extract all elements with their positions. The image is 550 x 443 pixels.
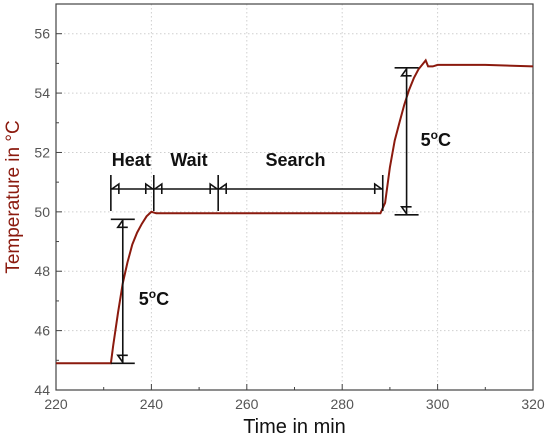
step-low-arrow-head-up [116, 219, 128, 229]
wait-phase-label: Wait [170, 150, 207, 170]
phase-arrow-head-left [218, 182, 227, 194]
x-tick-label: 280 [331, 396, 355, 412]
temperature-series-line [56, 58, 534, 365]
plot-frame [55, 3, 534, 391]
step-low-label: 5oC [139, 287, 169, 309]
phase-arrow-head-right [373, 182, 383, 194]
step-high-label: 5oC [421, 128, 451, 150]
y-tick-label: 48 [34, 263, 50, 279]
tick-labels: 220 240 260 280 300 320 44 46 48 50 52 54 56 [34, 26, 544, 412]
x-tick-label: 260 [235, 396, 259, 412]
step-high-arrow-head-up [400, 68, 412, 77]
y-tick-label: 50 [34, 204, 50, 220]
step-high-arrow-head-down [400, 206, 412, 215]
phase-arrow-head-right [144, 182, 154, 194]
x-tick-label: 300 [426, 396, 450, 412]
y-tick-label: 46 [34, 323, 50, 339]
step-high-unit: C [438, 130, 451, 150]
y-tick-label: 54 [34, 85, 50, 101]
y-tick-label: 44 [34, 382, 50, 398]
axis-ticks [55, 33, 534, 391]
x-axis-label: Time in min [243, 416, 346, 438]
phase-annotations [110, 67, 419, 365]
phase-arrow-head-left [111, 182, 120, 194]
search-phase-label: Search [265, 150, 325, 170]
step-low-degree: o [149, 287, 156, 301]
phase-arrow-head-left [154, 182, 163, 194]
step-high-degree: o [431, 128, 438, 142]
step-low-arrow-head-down [116, 354, 128, 363]
y-axis-label: Temperature in °C [3, 120, 24, 273]
x-tick-label: 220 [44, 396, 68, 412]
y-tick-label: 56 [34, 26, 50, 42]
x-tick-label: 240 [140, 396, 164, 412]
step-low-unit: C [156, 289, 169, 309]
x-tick-label: 320 [521, 396, 545, 412]
heat-phase-label: Heat [112, 150, 151, 170]
step-low-value: 5 [139, 289, 149, 309]
y-tick-label: 52 [34, 144, 50, 160]
phase-arrow-head-right [209, 182, 218, 194]
step-high-value: 5 [421, 130, 431, 150]
grid-lines [56, 4, 533, 390]
